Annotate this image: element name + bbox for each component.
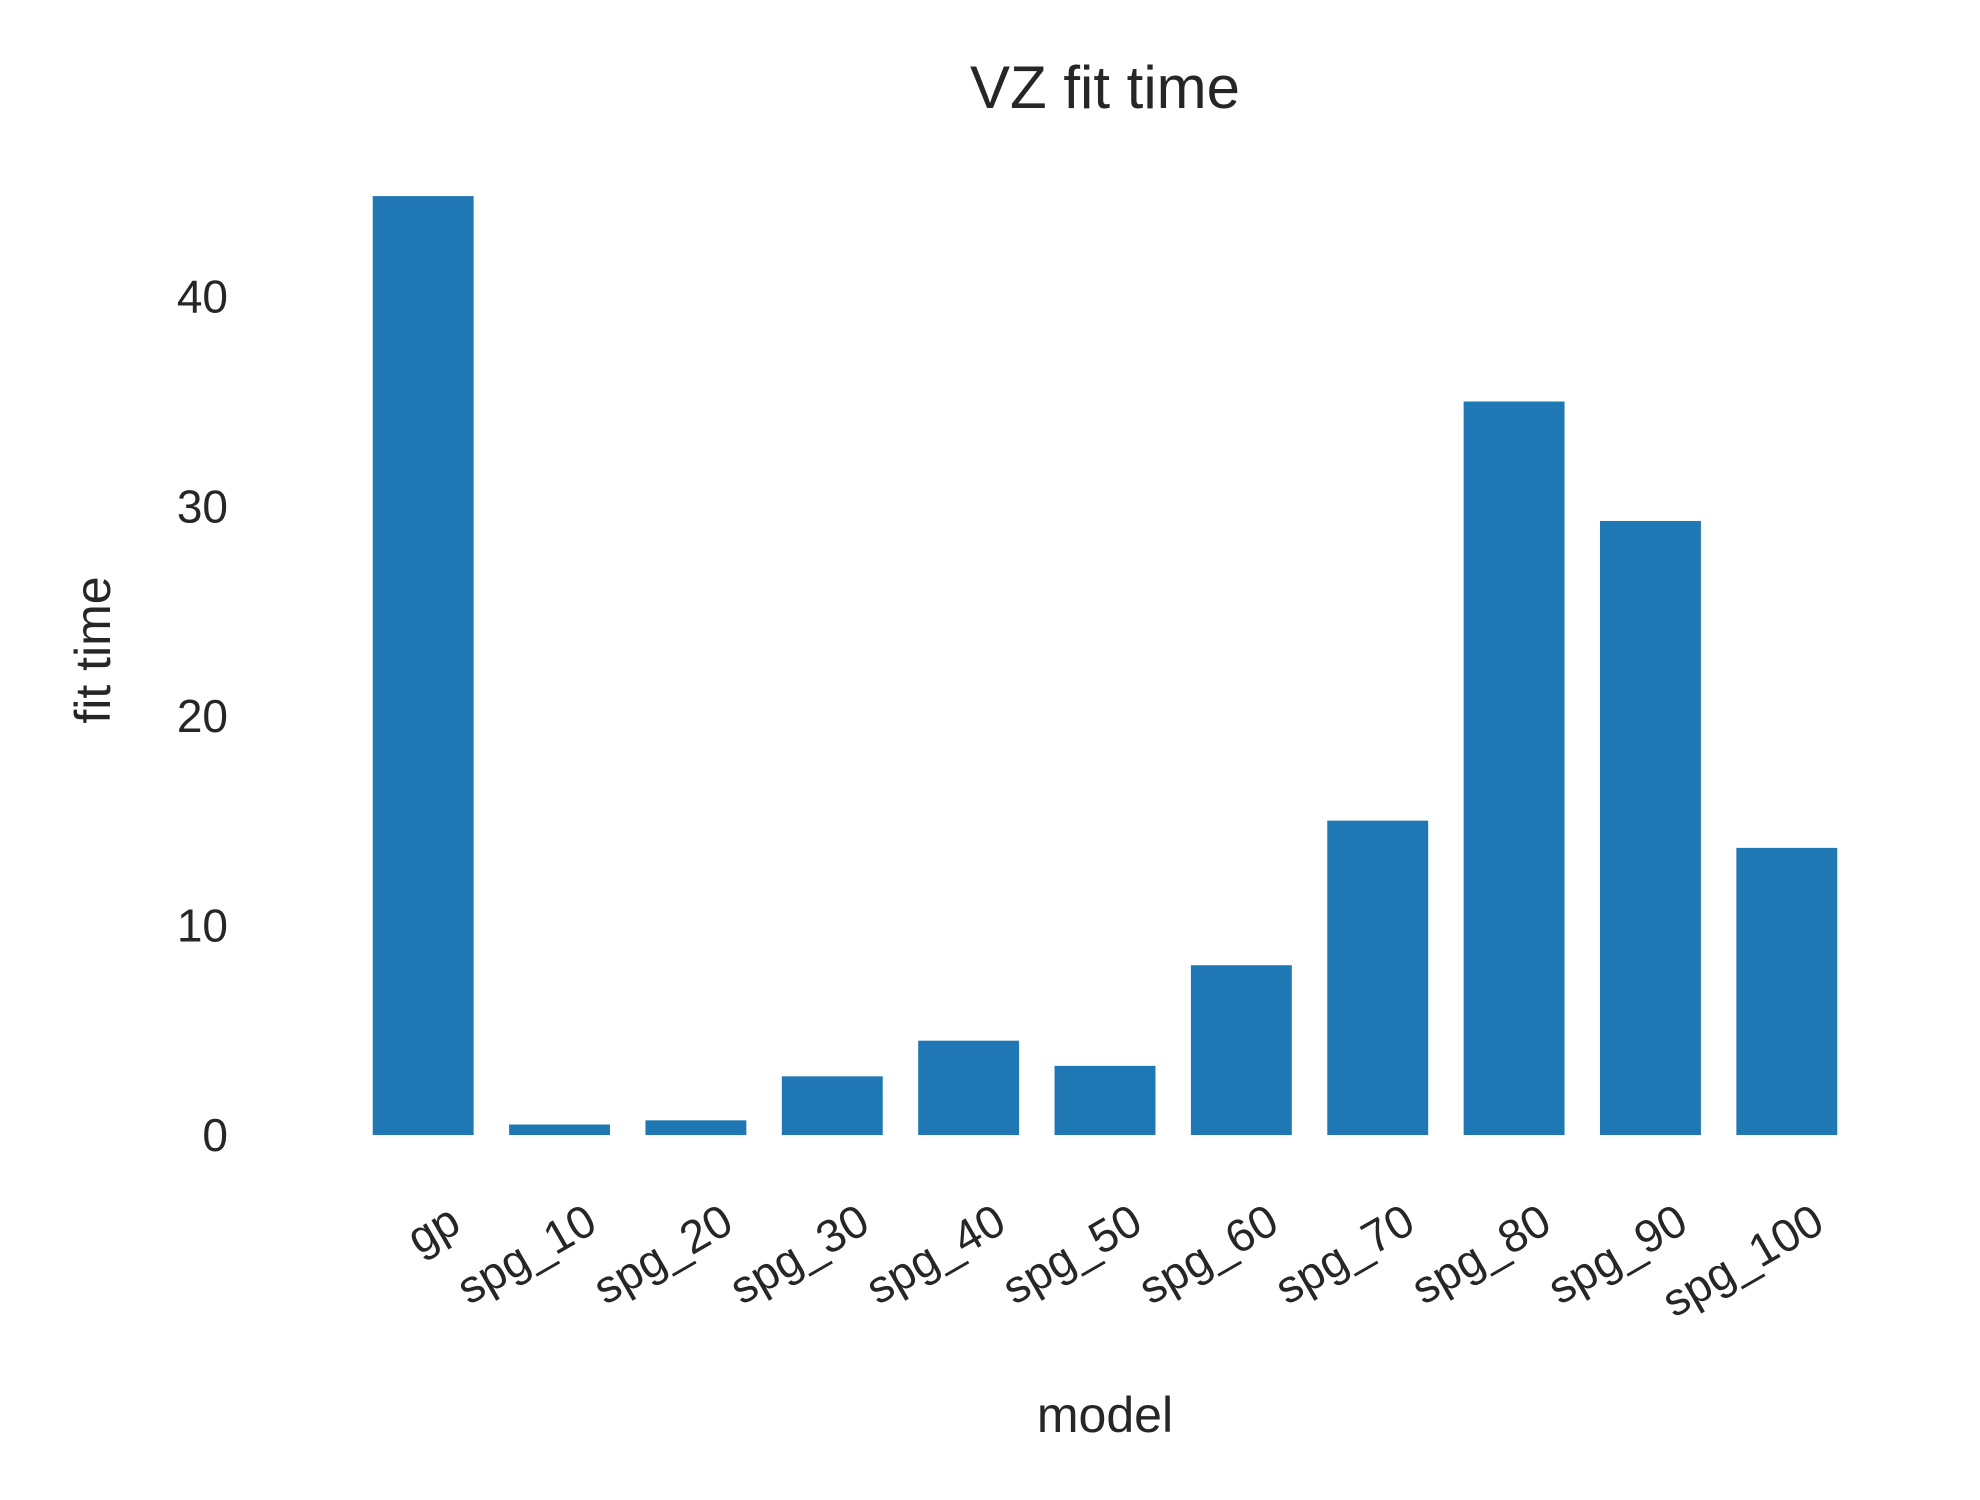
x-tick-label: spg_20 — [584, 1194, 741, 1314]
y-tick-label: 10 — [177, 899, 228, 951]
bar-spg_70 — [1327, 820, 1429, 1135]
x-axis-ticks: gpspg_10spg_20spg_30spg_40spg_50spg_60sp… — [398, 1194, 1832, 1327]
chart-title: VZ fit time — [970, 54, 1240, 121]
y-axis-ticks: 0 10 20 30 40 — [177, 271, 228, 1161]
x-tick-label: spg_30 — [721, 1194, 878, 1314]
y-axis-label: fit time — [65, 576, 121, 723]
bar-spg_60 — [1190, 965, 1292, 1135]
y-tick-label: 20 — [177, 690, 228, 742]
x-tick-label: spg_70 — [1266, 1194, 1423, 1314]
bar-spg_30 — [781, 1076, 883, 1135]
bar-spg_40 — [918, 1040, 1020, 1135]
x-tick-label: spg_40 — [857, 1194, 1014, 1314]
y-tick-label: 30 — [177, 480, 228, 532]
bar-spg_50 — [1054, 1065, 1156, 1135]
x-tick-label: spg_10 — [448, 1194, 605, 1314]
bar-spg_20 — [645, 1120, 747, 1135]
bar-gp — [372, 196, 474, 1135]
x-tick-label: spg_60 — [1130, 1194, 1287, 1314]
x-axis-label: model — [1037, 1387, 1173, 1443]
x-tick-label: spg_80 — [1402, 1194, 1559, 1314]
bar-spg_10 — [509, 1124, 610, 1135]
bars-group — [372, 196, 1838, 1135]
y-tick-label: 40 — [177, 271, 228, 323]
x-tick-label: spg_50 — [993, 1194, 1150, 1314]
bar-spg_80 — [1463, 401, 1565, 1135]
bar-spg_100 — [1736, 847, 1838, 1135]
x-tick-label: gp — [398, 1194, 468, 1265]
bar-spg_90 — [1600, 520, 1701, 1135]
y-tick-label: 0 — [202, 1109, 228, 1161]
